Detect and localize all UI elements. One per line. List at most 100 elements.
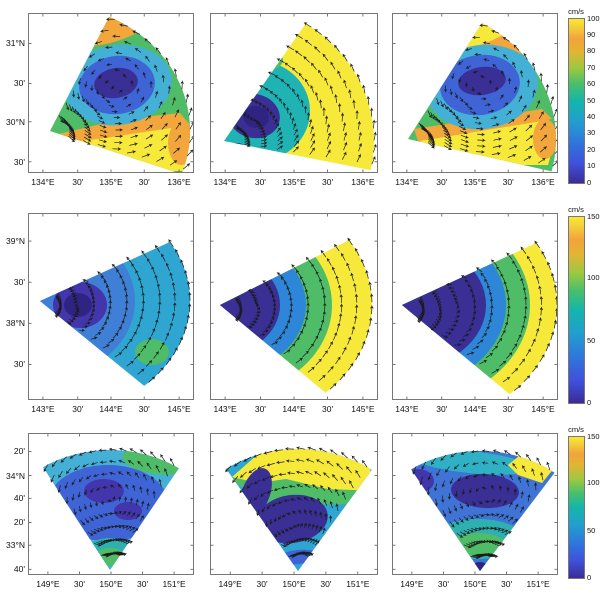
y-tick-label: 31°N: [6, 38, 25, 49]
x-tick-label: 150°E: [282, 579, 306, 589]
colorbar-tick-label: 100: [587, 478, 600, 488]
colorbar-tick-label: 70: [587, 62, 596, 72]
x-tick-label: 135°E: [463, 177, 487, 187]
colorbar-tick-label: 10: [587, 161, 596, 171]
x-tick-label: 134°E: [213, 177, 237, 187]
contour-band: [458, 66, 506, 96]
x-tick-label: 30': [502, 177, 514, 187]
contour-band: [411, 469, 434, 493]
subplot-r1c1: [28, 13, 194, 173]
contour-band: [450, 533, 506, 557]
x-tick-label: 143°E: [31, 404, 55, 414]
contour-band: [94, 67, 138, 99]
colorbar-tick-label: 0: [587, 572, 592, 582]
colorbar-title: cm/s: [568, 205, 584, 214]
subplot-r3c3: [392, 433, 558, 575]
contour-band: [84, 479, 124, 503]
axis-tick-marks: [210, 433, 378, 575]
current-arrow-field: [54, 239, 192, 383]
subplot-r1c2: [210, 13, 378, 173]
x-tick-label: 149°E: [400, 579, 424, 589]
y-tick-label: 30°N: [6, 116, 25, 127]
axes-frame: [392, 13, 558, 173]
subplot-r3c2: [210, 433, 378, 575]
axes-frame: [392, 213, 558, 400]
colorbar-tick-label: 80: [587, 46, 596, 56]
x-tick-label: 30': [500, 579, 513, 589]
contour-band: [451, 473, 519, 509]
speed-contour-layers: [411, 450, 555, 572]
x-tick-label: 136°E: [351, 177, 375, 187]
colorbar-tick-label: 50: [587, 95, 596, 105]
current-arrow-field: [418, 23, 558, 167]
y-tick-label: 30': [13, 359, 25, 370]
x-tick-label: 150°E: [463, 579, 487, 589]
x-tick-label: 134°E: [395, 177, 419, 187]
subplot-r1c3: [392, 13, 558, 173]
x-tick-label: 30': [437, 579, 449, 589]
contour-band: [114, 502, 142, 520]
y-tick-label: 39°N: [6, 236, 25, 247]
y-tick-label: 20': [13, 446, 25, 457]
axes-frame: [210, 433, 378, 575]
colorbar: [568, 436, 585, 579]
x-tick-label: 151°E: [346, 579, 370, 589]
x-tick-label: 30': [436, 177, 448, 187]
subplot-r2c2: [210, 213, 378, 400]
x-tick-label: 135°E: [99, 177, 123, 187]
x-tick-label: 30': [136, 579, 149, 589]
x-tick-label: 30': [254, 177, 266, 187]
contour-band: [95, 548, 125, 566]
colorbar-tick-label: 60: [587, 79, 596, 89]
colorbar: [568, 18, 585, 184]
colorbar: [568, 216, 585, 404]
x-tick-label: 145°E: [531, 404, 555, 414]
current-arrow-field: [412, 449, 551, 560]
contour-band: [533, 119, 556, 159]
x-tick-label: 30': [322, 404, 334, 414]
current-arrow-field: [225, 446, 368, 558]
y-tick-label: 30': [13, 156, 25, 167]
x-tick-label: 30': [320, 579, 332, 589]
colorbar-tick-label: 0: [587, 397, 592, 407]
y-tick-label: 30': [13, 78, 25, 89]
colorbar-tick-label: 100: [587, 273, 600, 283]
x-tick-label: 30': [322, 177, 334, 187]
y-tick-label: 33°N: [6, 540, 25, 551]
x-tick-label: 150°E: [99, 579, 123, 589]
x-tick-label: 143°E: [213, 404, 237, 414]
colorbar-tick-label: 40: [587, 111, 596, 121]
axes-frame: [210, 213, 378, 400]
contour-band: [243, 105, 269, 129]
contour-band: [226, 143, 248, 159]
y-tick-label: 34°N: [6, 470, 25, 481]
colorbar-tick-label: 90: [587, 29, 596, 39]
contour-band: [48, 465, 168, 541]
x-tick-label: 149°E: [218, 579, 242, 589]
y-tick-label: 40': [13, 493, 25, 504]
colorbar-tick-label: 20: [587, 144, 596, 154]
x-tick-label: 30': [256, 579, 268, 589]
subplot-r2c3: [392, 213, 558, 400]
colorbar-title: cm/s: [568, 7, 584, 16]
x-tick-label: 30': [72, 404, 84, 414]
x-tick-label: 144°E: [282, 404, 306, 414]
axes-frame: [28, 213, 194, 400]
x-tick-label: 30': [502, 404, 514, 414]
x-tick-label: 149°E: [36, 579, 60, 589]
contour-band: [532, 450, 555, 462]
contour-band: [472, 562, 488, 572]
y-tick-label: 30': [13, 277, 25, 288]
x-tick-label: 144°E: [99, 404, 123, 414]
colorbar-title: cm/s: [568, 425, 584, 434]
contour-band: [276, 549, 320, 565]
x-tick-label: 151°E: [162, 579, 186, 589]
current-arrow-field: [235, 237, 374, 390]
colorbar-tick-label: 50: [587, 335, 596, 345]
subplot-r2c1: [28, 213, 194, 400]
y-tick-label: 38°N: [6, 318, 25, 329]
axes-frame: [210, 13, 378, 173]
x-tick-label: 145°E: [167, 404, 191, 414]
speed-contour-layers: [414, 23, 556, 165]
